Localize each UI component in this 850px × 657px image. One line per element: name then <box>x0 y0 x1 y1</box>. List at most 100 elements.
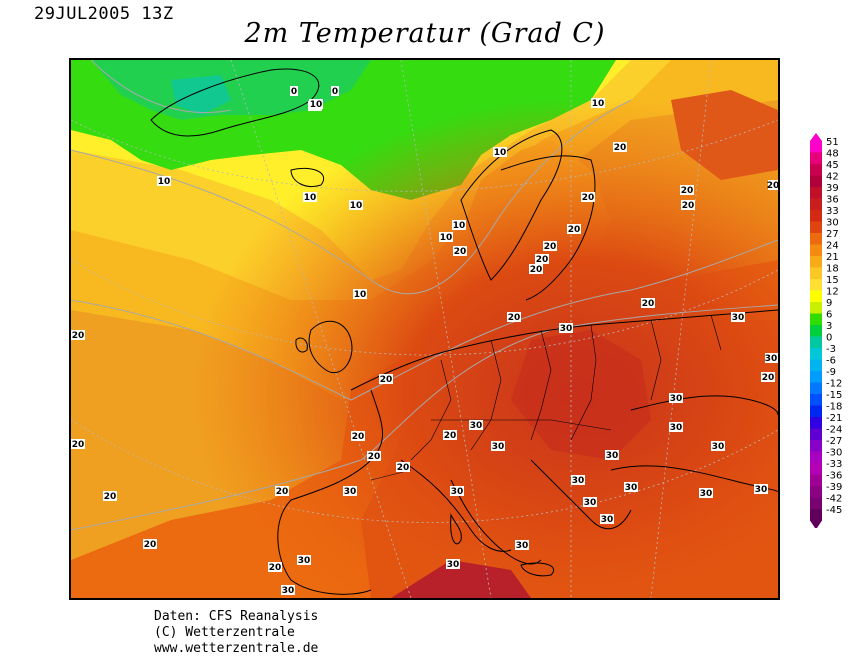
legend-level-label: 9 <box>826 298 832 309</box>
legend-swatch <box>810 164 822 176</box>
svg-text:20: 20 <box>397 463 410 473</box>
svg-text:10: 10 <box>354 290 367 300</box>
legend-swatch <box>810 175 822 188</box>
contour-label: 20 <box>396 462 410 473</box>
svg-text:30: 30 <box>755 485 768 495</box>
svg-text:30: 30 <box>572 476 585 486</box>
svg-text:10: 10 <box>158 177 171 187</box>
legend-swatch <box>810 233 822 245</box>
legend-level-label: 39 <box>826 183 839 194</box>
svg-text:0: 0 <box>291 87 297 97</box>
legend-swatch <box>810 141 822 153</box>
svg-text:20: 20 <box>380 375 393 385</box>
contour-label: 30 <box>571 475 585 486</box>
legend-swatch <box>810 348 822 360</box>
credits-url: www.wetterzentrale.de <box>154 641 319 656</box>
legend-level-label: -42 <box>826 494 842 505</box>
contour-label: 30 <box>515 540 529 551</box>
contour-label: 20 <box>103 491 117 502</box>
legend-level-label: 30 <box>826 218 839 229</box>
svg-text:10: 10 <box>592 99 605 109</box>
legend-level-label: 24 <box>826 241 839 252</box>
legend-level-label: 12 <box>826 287 839 298</box>
contour-label: 10 <box>157 176 171 187</box>
legend-swatch <box>810 382 822 395</box>
svg-text:30: 30 <box>601 515 614 525</box>
contour-label: 30 <box>297 555 311 566</box>
svg-text:0: 0 <box>332 87 338 97</box>
svg-text:10: 10 <box>440 233 453 243</box>
legend-swatch <box>810 244 822 257</box>
contour-label: 20 <box>543 241 557 252</box>
svg-text:30: 30 <box>282 586 295 596</box>
contour-label: 30 <box>446 559 460 570</box>
contour-label: 30 <box>559 323 573 334</box>
legend-swatch <box>810 359 822 372</box>
contour-label: 30 <box>450 486 464 497</box>
svg-text:20: 20 <box>444 431 457 441</box>
legend-level-label: 0 <box>826 333 832 344</box>
svg-text:10: 10 <box>453 221 466 231</box>
svg-text:30: 30 <box>447 560 460 570</box>
svg-text:30: 30 <box>625 483 638 493</box>
contour-label: 20 <box>379 374 393 385</box>
contour-label: 30 <box>699 488 713 499</box>
legend-level-label: 51 <box>826 137 839 148</box>
legend-level-label: -45 <box>826 505 842 516</box>
svg-text:30: 30 <box>670 394 683 404</box>
temperature-map: 10 0 0 10 10 10 10 10 10 10 10 10 20 20 … <box>69 58 780 600</box>
svg-text:30: 30 <box>344 487 357 497</box>
svg-text:20: 20 <box>72 440 85 450</box>
contour-label: 20 <box>761 372 775 383</box>
legend-level-label: -36 <box>826 471 842 482</box>
legend-swatch <box>810 497 822 510</box>
contour-label: 20 <box>507 312 521 323</box>
legend-level-label: 42 <box>826 172 839 183</box>
legend-level-label: 48 <box>826 149 839 160</box>
svg-text:20: 20 <box>454 247 467 257</box>
contour-label: 20 <box>71 330 85 341</box>
legend-level-label: -18 <box>826 402 842 413</box>
legend-level-label: -9 <box>826 367 836 378</box>
contour-label: 20 <box>680 185 694 196</box>
legend-level-label: -39 <box>826 482 842 493</box>
legend-level-label: -6 <box>826 356 836 367</box>
legend-arrow-up-icon <box>810 133 822 141</box>
contour-label: 20 <box>641 298 655 309</box>
svg-text:20: 20 <box>682 201 695 211</box>
legend-level-label: 36 <box>826 195 839 206</box>
legend-level-label: 18 <box>826 264 839 275</box>
contour-label: 30 <box>491 441 505 452</box>
svg-text:20: 20 <box>144 540 157 550</box>
legend-arrow-down-icon <box>810 520 822 530</box>
svg-text:30: 30 <box>470 421 483 431</box>
legend-swatch <box>810 509 822 521</box>
contour-label: 20 <box>613 142 627 153</box>
contour-label: 20 <box>529 264 543 275</box>
svg-text:20: 20 <box>762 373 775 383</box>
svg-text:30: 30 <box>451 487 464 497</box>
svg-text:20: 20 <box>269 563 282 573</box>
contour-label: 20 <box>681 200 695 211</box>
credits-copyright: (C) Wetterzentrale <box>154 625 295 640</box>
contour-label: 30 <box>711 441 725 452</box>
svg-text:20: 20 <box>568 225 581 235</box>
legend-swatch <box>810 221 822 234</box>
contour-label: 30 <box>583 497 597 508</box>
contour-label: 10 <box>452 220 466 231</box>
svg-text:30: 30 <box>732 313 745 323</box>
svg-text:20: 20 <box>276 487 289 497</box>
svg-text:10: 10 <box>310 100 323 110</box>
contour-label: 30 <box>669 422 683 433</box>
svg-text:30: 30 <box>298 556 311 566</box>
contour-label: 10 <box>493 147 507 158</box>
legend-level-label: 3 <box>826 321 832 332</box>
legend-level-label: -3 <box>826 344 836 355</box>
svg-text:20: 20 <box>508 313 521 323</box>
legend-level-label: 27 <box>826 229 839 240</box>
contour-label: 30 <box>765 353 778 364</box>
contour-label: 20 <box>567 224 581 235</box>
svg-text:30: 30 <box>516 541 529 551</box>
svg-text:30: 30 <box>560 324 573 334</box>
contour-label: 10 <box>303 192 317 203</box>
